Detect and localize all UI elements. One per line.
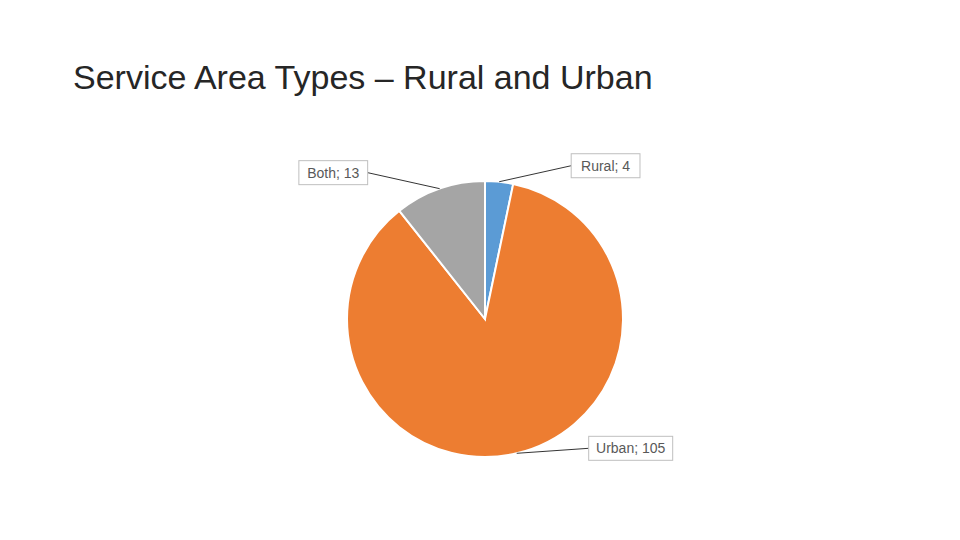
html-text:Service Area Types – Rural and: Service Area Types – Rural and Urban [73,58,653,96]
svg-text:Urban; 105: Urban; 105 [596,440,665,456]
svg-text:Both; 13: Both; 13 [307,165,359,181]
svg-text:Rural; 4: Rural; 4 [581,158,630,174]
